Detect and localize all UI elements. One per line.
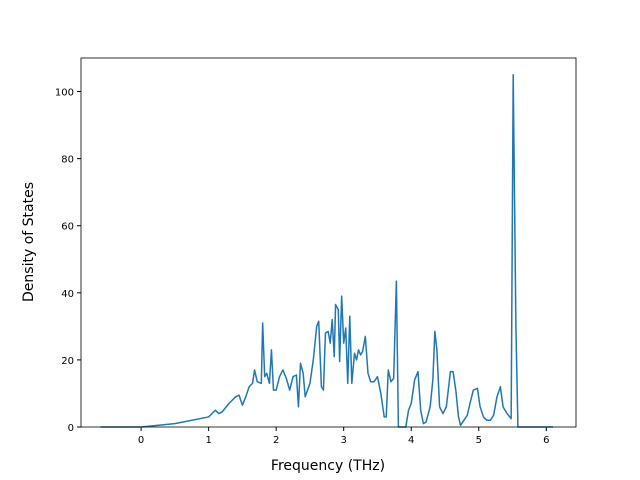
y-tick-label: 60 [61, 222, 74, 233]
y-tick-label: 0 [68, 423, 74, 434]
y-tick-label: 100 [55, 88, 74, 99]
x-tick-label: 0 [138, 435, 144, 446]
y-tick-label: 20 [61, 356, 74, 367]
x-tick-label: 5 [476, 435, 482, 446]
x-tick-label: 4 [408, 435, 414, 446]
y-tick-label: 80 [61, 155, 74, 166]
x-tick-label: 3 [341, 435, 347, 446]
line-series [100, 74, 554, 428]
x-tick-label: 2 [273, 435, 279, 446]
x-axis-label: Frequency (THz) [271, 458, 385, 474]
y-axis-label: Density of States [21, 182, 37, 302]
plot-frame [80, 57, 577, 428]
x-tick-label: 1 [205, 435, 211, 446]
y-tick-label: 40 [61, 289, 74, 300]
x-tick-label: 6 [543, 435, 549, 446]
